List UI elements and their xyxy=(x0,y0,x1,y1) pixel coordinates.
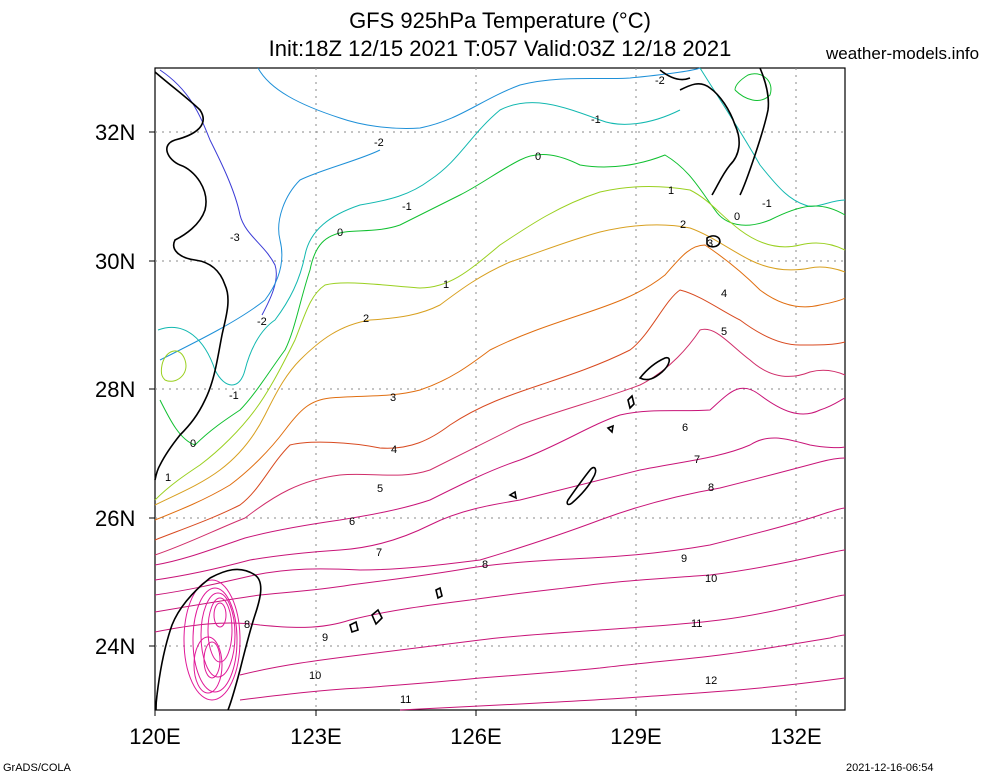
contour-label: 3 xyxy=(707,238,713,250)
lon-label-129e: 129E xyxy=(610,724,662,749)
contour-5 xyxy=(154,328,846,556)
contour-label: 2 xyxy=(680,219,686,231)
taiwan-contours xyxy=(183,579,241,701)
contour-label: 0 xyxy=(535,151,541,163)
kyushu-east xyxy=(739,67,770,196)
contour-label: 1 xyxy=(165,472,171,484)
contour-label: 11 xyxy=(691,618,702,630)
small-isle-1 xyxy=(627,394,635,410)
contour-label: 10 xyxy=(309,670,321,682)
contour-3 xyxy=(154,244,846,521)
contour-label: -2 xyxy=(655,75,665,87)
lat-label-26n: 26N xyxy=(95,506,136,531)
footer-software: GrADS/COLA xyxy=(3,762,71,774)
contour-12 xyxy=(239,634,846,701)
contour-6 xyxy=(154,387,846,566)
contour-minus2 xyxy=(159,67,701,361)
contour-label-group: -2 -2 -2 -1 -1 -1 -1 0 0 0 0 1 1 1 2 2 3… xyxy=(165,75,772,706)
lon-label-132e: 132E xyxy=(770,724,822,749)
website-label: weather-models.info xyxy=(826,44,980,63)
contour-label: 8 xyxy=(482,559,488,571)
contour-label: 5 xyxy=(377,483,383,495)
contour-label: 6 xyxy=(349,516,355,528)
contour-label: 3 xyxy=(390,392,396,404)
contour-label: -1 xyxy=(762,198,772,210)
kyushu-coast xyxy=(659,69,740,196)
contour-label: 1 xyxy=(668,185,674,197)
lon-label-123e: 123E xyxy=(290,724,342,749)
contour-label: -1 xyxy=(591,114,601,126)
contour-2 xyxy=(154,224,846,506)
china-coast xyxy=(154,71,229,481)
lat-label-28n: 28N xyxy=(95,377,136,402)
map-subtitle: Init:18Z 12/15 2021 T:057 Valid:03Z 12/1… xyxy=(268,36,732,61)
okinawa-island xyxy=(566,466,597,506)
contour-label: 2 xyxy=(363,313,369,325)
lon-label-126e: 126E xyxy=(450,724,502,749)
contour-label: -3 xyxy=(230,232,240,244)
contour-9 xyxy=(154,507,846,613)
small-isle-3 xyxy=(371,608,383,626)
amami-island xyxy=(638,356,671,381)
lat-label-24n: 24N xyxy=(95,634,136,659)
contour-label: 8 xyxy=(244,619,250,631)
contour-label: 5 xyxy=(721,326,727,338)
contour-label: 8 xyxy=(708,482,714,494)
contour-12b xyxy=(399,677,846,711)
contour-minus3 xyxy=(159,69,277,316)
contour-label: 0 xyxy=(734,211,740,223)
contour-label: -2 xyxy=(257,316,267,328)
contour-label: 11 xyxy=(400,694,411,706)
coastlines xyxy=(154,67,770,711)
small-isle-2 xyxy=(435,586,443,600)
contour-label: 12 xyxy=(705,675,717,687)
contour-label: -1 xyxy=(402,201,412,213)
contour-label: -1 xyxy=(229,390,239,402)
contour-label: 9 xyxy=(322,632,328,644)
contour-0 xyxy=(159,73,846,446)
contour-7 xyxy=(154,437,846,581)
contour-label: 7 xyxy=(376,547,382,559)
contour-label: 1 xyxy=(443,279,449,291)
contour-label: -2 xyxy=(374,137,384,149)
contour-label: 6 xyxy=(682,422,688,434)
temperature-contours xyxy=(154,67,846,711)
contour-1 xyxy=(154,186,846,501)
graticule xyxy=(155,68,845,710)
contour-11 xyxy=(239,594,846,676)
contour-label: 9 xyxy=(681,553,687,565)
small-isle-6 xyxy=(606,424,615,434)
lat-label-30n: 30N xyxy=(95,249,136,274)
contour-label: 4 xyxy=(391,444,397,456)
contour-label: 0 xyxy=(337,227,343,239)
contour-10 xyxy=(154,549,846,633)
contour-label: 0 xyxy=(190,438,196,450)
lon-label-120e: 120E xyxy=(129,724,181,749)
contour-minus1 xyxy=(157,67,846,386)
contour-label: 10 xyxy=(705,573,717,585)
taiwan-coast xyxy=(155,568,262,711)
contour-label: 4 xyxy=(721,288,727,300)
small-isle-5 xyxy=(508,490,518,500)
contour-4 xyxy=(154,289,846,541)
contour-8 xyxy=(154,457,846,596)
small-isle-4 xyxy=(349,620,359,634)
contour-label: 7 xyxy=(694,454,700,466)
tanega-island xyxy=(706,235,721,248)
lat-label-32n: 32N xyxy=(95,120,136,145)
map-title: GFS 925hPa Temperature (°C) xyxy=(349,8,651,33)
footer-timestamp: 2021-12-16-06:54 xyxy=(846,762,934,774)
